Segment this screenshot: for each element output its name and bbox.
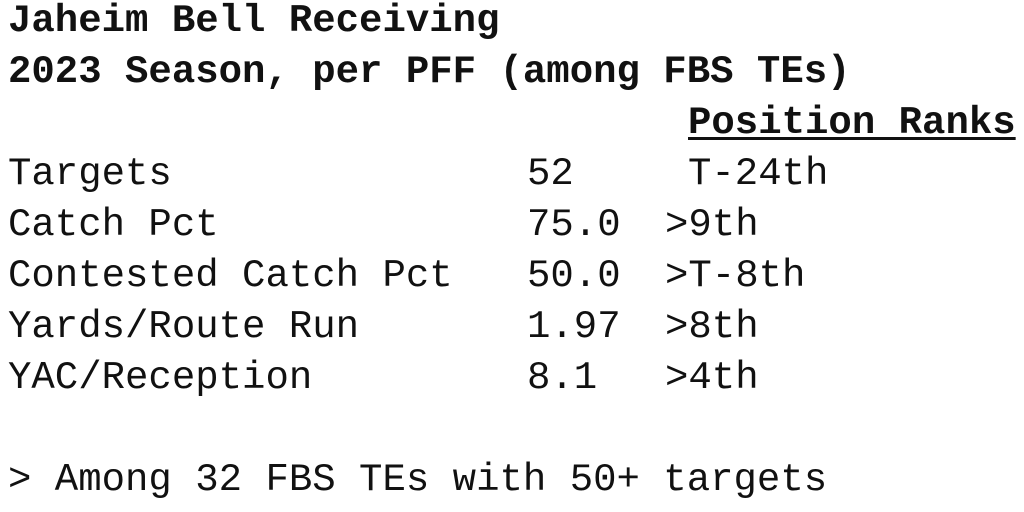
row-label: YAC/Reception (8, 356, 313, 400)
column-header: Position Ranks (688, 101, 1016, 145)
row-rank: T-24th (688, 152, 829, 196)
row-rank: >9th (665, 203, 759, 247)
title: Jaheim Bell Receiving (8, 0, 500, 43)
row-value: 75.0 (527, 203, 621, 247)
row-value: 52 (527, 152, 574, 196)
row-label: Contested Catch Pct (8, 254, 453, 298)
row-value: 50.0 (527, 254, 621, 298)
row-rank: >8th (665, 305, 759, 349)
footnote: > Among 32 FBS TEs with 50+ targets (8, 458, 828, 502)
subtitle: 2023 Season, per PFF (among FBS TEs) (8, 50, 851, 94)
row-label: Targets (8, 152, 172, 196)
row-rank: >T-8th (665, 254, 806, 298)
row-value: 1.97 (527, 305, 621, 349)
row-rank: >4th (665, 356, 759, 400)
row-label: Yards/Route Run (8, 305, 360, 349)
row-value: 8.1 (527, 356, 598, 400)
row-label: Catch Pct (8, 203, 219, 247)
